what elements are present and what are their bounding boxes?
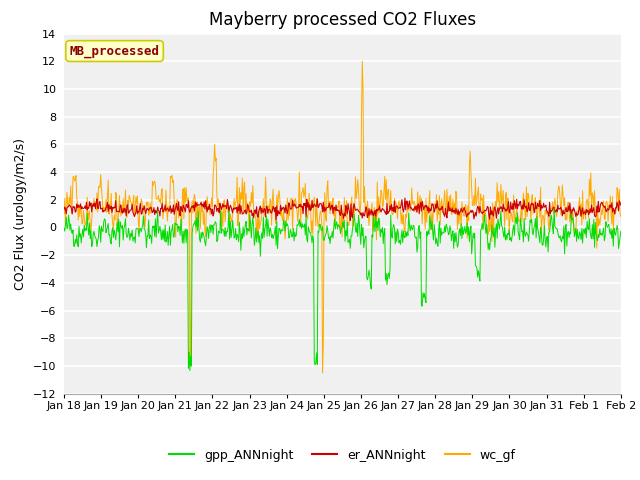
Title: Mayberry processed CO2 Fluxes: Mayberry processed CO2 Fluxes [209,11,476,29]
Legend: gpp_ANNnight, er_ANNnight, wc_gf: gpp_ANNnight, er_ANNnight, wc_gf [164,444,520,467]
Text: MB_processed: MB_processed [70,44,159,58]
Y-axis label: CO2 Flux (urology/m2/s): CO2 Flux (urology/m2/s) [14,138,28,289]
